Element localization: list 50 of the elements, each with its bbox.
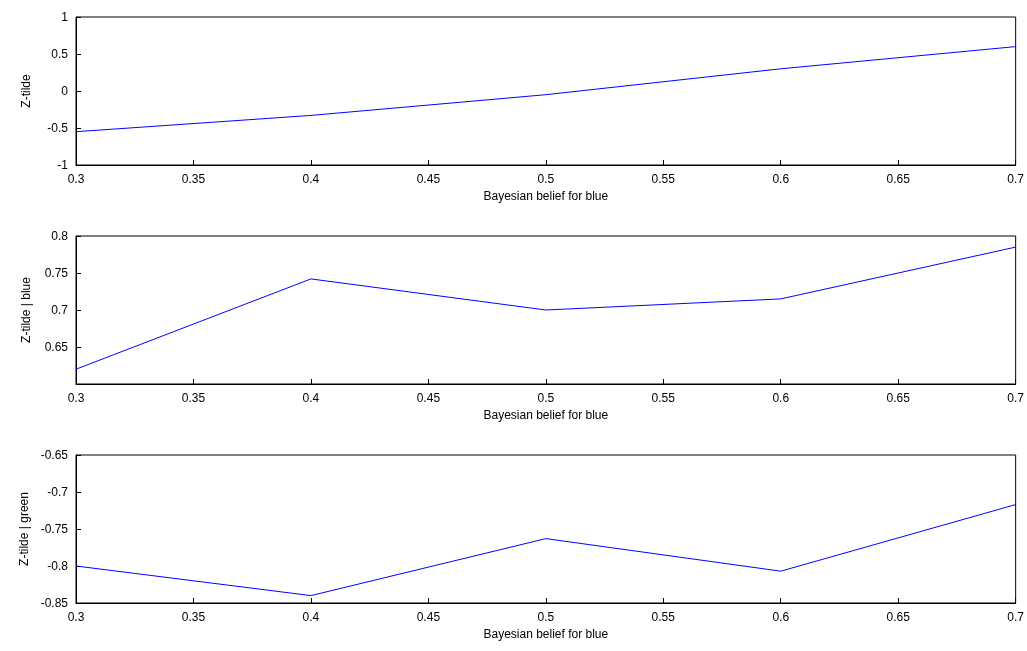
y-tick-label: -0.5 (47, 121, 69, 135)
y-tick-label: -0.65 (40, 448, 69, 462)
y-tick-label: -0.7 (47, 485, 69, 499)
y-tick-label: 0 (61, 84, 69, 98)
x-tick-label: 0.55 (651, 172, 676, 186)
x-tick-label: 0.4 (302, 610, 320, 624)
x-tick-label: 0.6 (772, 391, 790, 405)
x-tick-label: 0.5 (537, 391, 555, 405)
y-axis-title: Z-tilde (19, 74, 33, 108)
y-tick-label: -0.75 (40, 522, 69, 536)
x-tick-label: 0.3 (67, 610, 85, 624)
y-tick-label: 0.8 (51, 229, 69, 243)
line-series (75, 504, 1017, 597)
y-tick-label: 0.7 (51, 303, 69, 317)
line-series (75, 46, 1017, 133)
y-tick-label: 0.5 (51, 47, 69, 61)
x-tick-label: 0.35 (181, 610, 206, 624)
x-tick-label: 0.65 (886, 172, 911, 186)
x-tick-label: 0.6 (772, 172, 790, 186)
x-tick-label: 0.7 (1007, 610, 1025, 624)
y-tick-label: 1 (61, 10, 69, 24)
x-tick-label: 0.7 (1007, 391, 1025, 405)
x-tick-label: 0.6 (772, 610, 790, 624)
x-tick-label: 0.35 (181, 172, 206, 186)
x-axis-title: Bayesian belief for blue (483, 407, 609, 422)
x-tick-label: 0.7 (1007, 172, 1025, 186)
x-tick-label: 0.45 (416, 610, 441, 624)
y-axis-title: Z-tilde | blue (19, 276, 33, 343)
line-series (75, 246, 1017, 370)
x-axis-title: Bayesian belief for blue (483, 188, 609, 203)
x-axis-title: Bayesian belief for blue (483, 626, 609, 641)
x-tick-label: 0.3 (67, 391, 85, 405)
x-tick-label: 0.35 (181, 391, 206, 405)
y-tick-label: 0.65 (44, 340, 69, 354)
x-tick-label: 0.65 (886, 610, 911, 624)
x-tick-label: 0.45 (416, 391, 441, 405)
x-tick-label: 0.55 (651, 610, 676, 624)
x-tick-label: 0.5 (537, 172, 555, 186)
x-tick-label: 0.55 (651, 391, 676, 405)
y-axis-title: Z-tilde | green (16, 492, 31, 566)
x-tick-label: 0.5 (537, 610, 555, 624)
y-tick-label: 0.75 (44, 266, 69, 280)
x-tick-label: 0.45 (416, 172, 441, 186)
y-tick-label: -0.85 (40, 596, 69, 610)
x-tick-label: 0.65 (886, 391, 911, 405)
x-tick-label: 0.4 (302, 172, 320, 186)
x-tick-label: 0.4 (302, 391, 320, 405)
y-tick-label: -0.8 (47, 559, 69, 573)
x-tick-label: 0.3 (67, 172, 85, 186)
y-tick-label: -1 (57, 158, 69, 172)
